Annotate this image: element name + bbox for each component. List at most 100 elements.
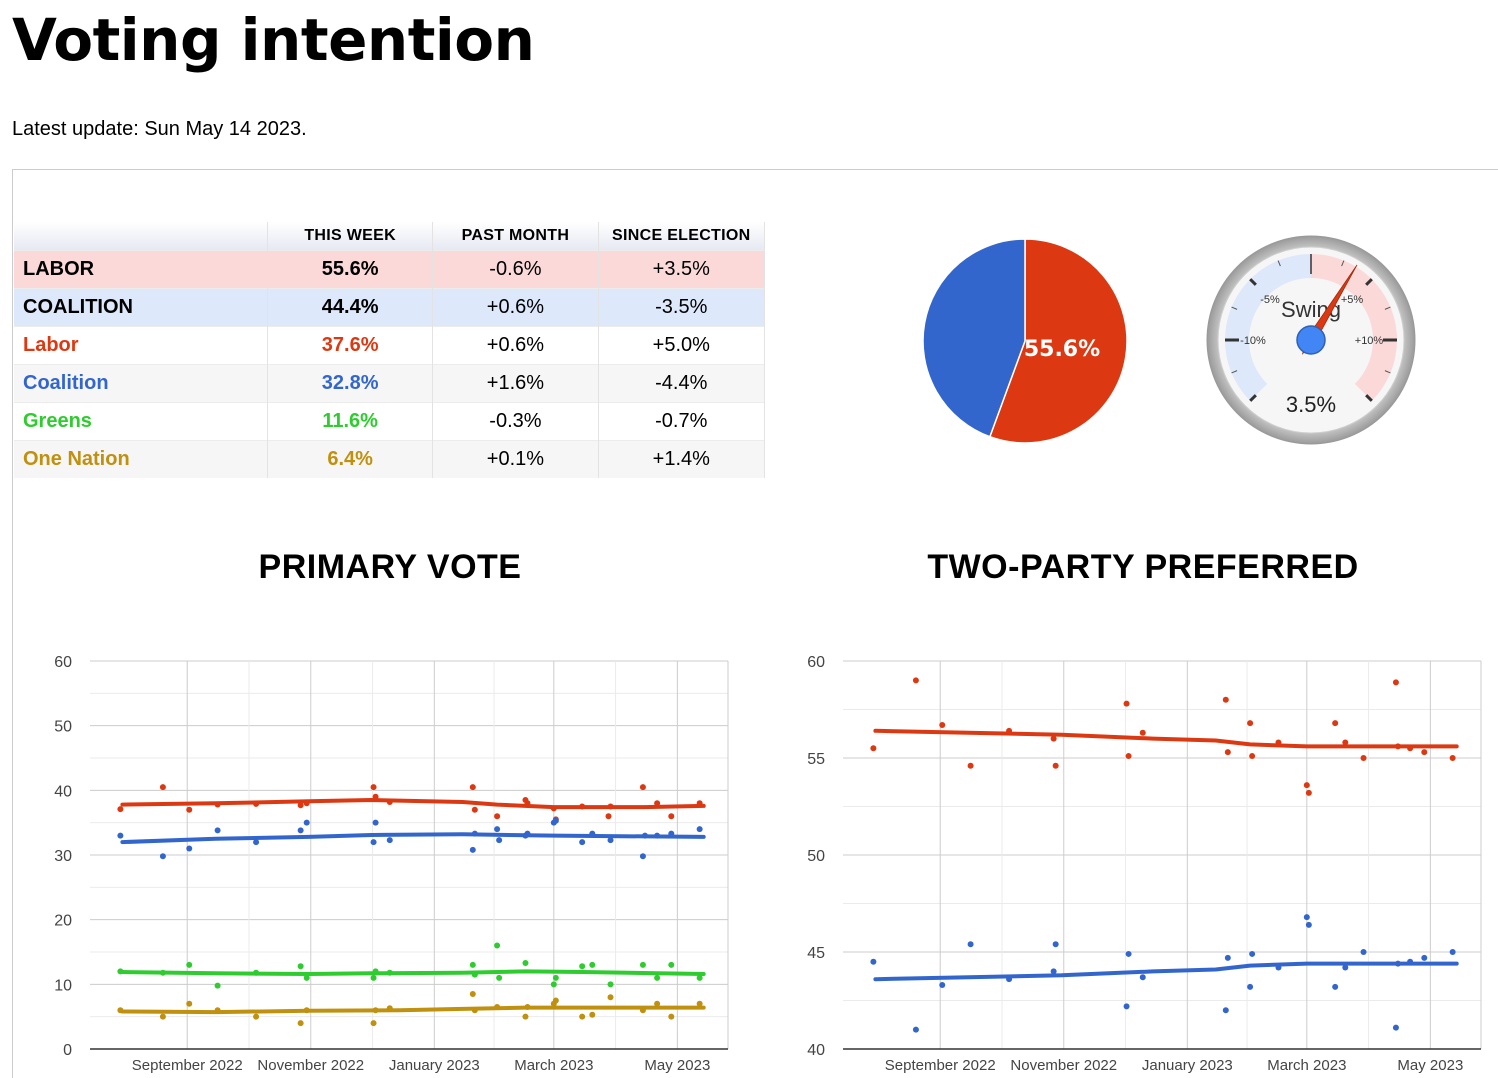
- table-header-row: THIS WEEK PAST MONTH SINCE ELECTION: [14, 222, 766, 251]
- data-point: [469, 991, 476, 998]
- data-point: [370, 839, 377, 846]
- y-tick-label: 50: [807, 848, 825, 865]
- since-election-value: +3.5%: [598, 250, 766, 289]
- tpp-title: TWO-PARTY PREFERRED: [927, 548, 1359, 586]
- party-name: One Nation: [14, 440, 269, 478]
- data-point: [496, 837, 503, 844]
- trend-line: [873, 961, 1459, 982]
- past-month-value: +0.1%: [432, 440, 599, 478]
- chart-grid: 40 45 50 55 60 September 2022 November 2022 Jan…: [807, 654, 1482, 1074]
- gauge-negative-band: [1225, 254, 1311, 401]
- data-point: [1050, 968, 1057, 975]
- data-point: [522, 959, 529, 966]
- series-1: [117, 817, 706, 860]
- series-0: [870, 677, 1459, 796]
- data-point: [654, 974, 661, 981]
- latest-update: Latest update: Sun May 14 2023.: [12, 118, 307, 140]
- data-point: [214, 982, 221, 989]
- x-tick-label: March 2023: [1267, 1057, 1346, 1074]
- data-point: [117, 806, 124, 813]
- table-row: Coalition 32.8% +1.6% -4.4%: [14, 364, 766, 403]
- data-point: [579, 839, 586, 846]
- trend-line: [120, 969, 706, 976]
- data-point: [912, 1026, 919, 1033]
- data-point: [253, 1013, 260, 1020]
- party-name: COALITION: [14, 288, 269, 327]
- past-month-value: -0.3%: [432, 402, 599, 441]
- data-point: [370, 974, 377, 981]
- data-point: [117, 832, 124, 839]
- data-point: [1050, 735, 1057, 742]
- party-name: Greens: [14, 402, 269, 441]
- data-point: [297, 802, 304, 809]
- data-point: [1052, 762, 1059, 769]
- this-week-value: 55.6%: [267, 250, 434, 289]
- data-point: [370, 1020, 377, 1027]
- gauge-minor-tick: [1384, 306, 1391, 310]
- gauge-value: 3.5%: [1286, 392, 1336, 417]
- data-point: [1222, 1007, 1229, 1014]
- data-point: [1052, 941, 1059, 948]
- x-tick-label: March 2023: [514, 1057, 593, 1074]
- gauge-tick-label: -5%: [1260, 294, 1280, 306]
- this-week-value: 6.4%: [267, 440, 434, 478]
- data-point: [1332, 720, 1339, 727]
- x-tick-label: September 2022: [132, 1057, 243, 1074]
- x-tick-label: November 2022: [1010, 1057, 1117, 1074]
- y-tick-label: 40: [807, 1042, 825, 1059]
- data-point: [522, 1013, 529, 1020]
- data-point: [186, 806, 193, 813]
- data-point: [552, 817, 559, 824]
- gauge-minor-tick: [1277, 260, 1281, 267]
- data-point: [386, 837, 393, 844]
- this-week-value: 37.6%: [267, 326, 434, 365]
- data-point: [1123, 1003, 1130, 1010]
- data-point: [1123, 700, 1130, 707]
- data-point: [1224, 749, 1231, 756]
- data-point: [654, 1000, 661, 1007]
- data-point: [1125, 753, 1132, 760]
- y-tick-label: 45: [807, 945, 825, 962]
- data-point: [303, 974, 310, 981]
- trend-line: [120, 1005, 706, 1015]
- header-past-month: PAST MONTH: [432, 222, 599, 251]
- past-month-value: +1.6%: [432, 364, 599, 403]
- data-point: [696, 1000, 703, 1007]
- data-point: [471, 806, 478, 813]
- pie-label: 55.6%: [1024, 337, 1100, 362]
- data-point: [1392, 1024, 1399, 1031]
- trend-line: [120, 832, 706, 845]
- y-tick-label: 40: [54, 783, 72, 800]
- since-election-value: +5.0%: [598, 326, 766, 365]
- series-3: [117, 991, 706, 1027]
- data-point: [1360, 755, 1367, 761]
- data-point: [1421, 954, 1428, 961]
- gauge-tick: [1249, 394, 1257, 402]
- primary-vote-chart: 0 10 20 30 40 50 60 September 2022 November 2022…: [54, 654, 729, 1074]
- data-point: [639, 853, 646, 860]
- data-point: [159, 853, 166, 860]
- page-title: Voting intention: [12, 6, 535, 74]
- data-point: [668, 1013, 675, 1020]
- data-point: [186, 961, 193, 968]
- data-point: [214, 827, 221, 834]
- data-point: [589, 1011, 596, 1018]
- data-point: [579, 963, 586, 970]
- data-point: [1392, 679, 1399, 686]
- data-point: [297, 827, 304, 834]
- data-point: [552, 974, 559, 981]
- table-row: COALITION 44.4% +0.6% -3.5%: [14, 288, 766, 327]
- data-point: [186, 1000, 193, 1007]
- data-point: [1342, 739, 1349, 746]
- data-point: [1125, 950, 1132, 957]
- since-election-value: +1.4%: [598, 440, 766, 478]
- table-row: One Nation 6.4% +0.1% +1.4%: [14, 440, 766, 478]
- data-point: [370, 784, 377, 791]
- data-point: [668, 813, 675, 820]
- data-point: [870, 958, 877, 965]
- x-tick-label: January 2023: [389, 1057, 480, 1074]
- data-point: [912, 677, 919, 684]
- data-point: [607, 837, 614, 844]
- data-point: [297, 963, 304, 970]
- data-point: [469, 961, 476, 968]
